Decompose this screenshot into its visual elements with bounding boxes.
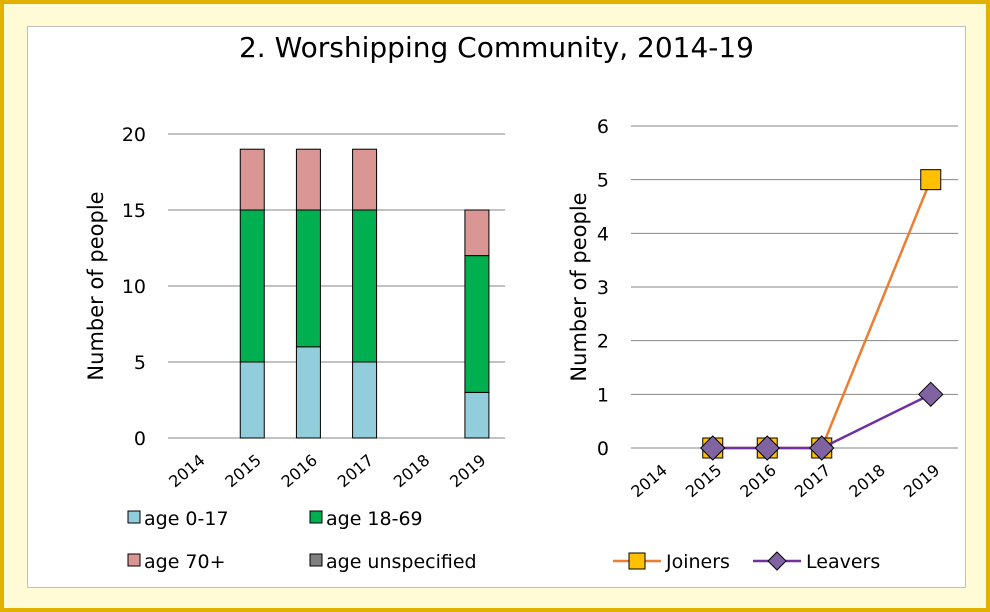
y-tick-label: 10 xyxy=(122,276,146,298)
x-tick-label: 2015 xyxy=(221,451,264,492)
legend-label: age 18-69 xyxy=(326,508,423,530)
x-tick-label: 2015 xyxy=(682,461,725,502)
legend-swatch xyxy=(127,553,141,567)
bar-segment xyxy=(464,255,490,393)
y-tick-label: 4 xyxy=(597,223,609,245)
bar-segment xyxy=(239,148,265,211)
bar-segment xyxy=(464,391,490,439)
x-tick-label: 2017 xyxy=(791,461,834,502)
legend-marker xyxy=(767,551,787,571)
leavers-marker xyxy=(918,381,944,408)
legend-label: age 70+ xyxy=(144,551,226,573)
bar-segment xyxy=(239,209,265,363)
bar-segment xyxy=(352,148,378,211)
y-axis-label: Number of people xyxy=(567,192,591,381)
leavers-marker xyxy=(809,435,835,461)
bar-segment xyxy=(295,209,321,348)
legend-label: Leavers xyxy=(806,551,880,573)
x-tick-label: 2019 xyxy=(446,451,489,492)
y-tick-label: 0 xyxy=(597,438,609,460)
bar-segment xyxy=(352,361,378,439)
age-group-bar-chart: 0 5 10 15 20 Number of people 2014 2015 2016 2017… xyxy=(84,124,505,573)
y-tick-label: 5 xyxy=(597,170,609,192)
x-tick-label: 2018 xyxy=(390,451,433,492)
x-tick-label: 2018 xyxy=(845,461,888,502)
leavers-marker xyxy=(700,435,726,461)
y-tick-label: 0 xyxy=(134,428,146,450)
x-tick-label: 2014 xyxy=(627,461,670,502)
series-line xyxy=(712,393,932,450)
x-tick-label: 2016 xyxy=(278,451,321,492)
leavers-marker xyxy=(754,435,780,461)
legend-label: age 0-17 xyxy=(144,508,229,530)
y-tick-label: 15 xyxy=(122,200,146,222)
y-tick-label: 2 xyxy=(597,331,609,353)
y-axis-label: Number of people xyxy=(84,191,108,380)
y-tick-label: 20 xyxy=(122,124,146,146)
y-tick-label: 5 xyxy=(134,352,146,374)
legend-marker xyxy=(628,552,646,570)
bar-segment xyxy=(352,209,378,363)
bar-segment xyxy=(295,346,321,439)
chart-title: 2. Worshipping Community, 2014-19 xyxy=(238,31,754,64)
bar-segment xyxy=(295,148,321,211)
joiners-marker xyxy=(920,169,942,191)
legend-label: Joiners xyxy=(665,551,730,573)
bar-segment xyxy=(239,361,265,439)
y-tick-label: 6 xyxy=(597,116,609,138)
chart-panel: 2. Worshipping Community, 2014-19 0 5 10 15… xyxy=(27,26,966,588)
legend-label: age unspecified xyxy=(326,551,477,573)
x-tick-label: 2016 xyxy=(736,461,779,502)
x-tick-label: 2014 xyxy=(165,451,208,492)
legend-swatch xyxy=(309,510,323,524)
y-tick-label: 1 xyxy=(597,384,609,406)
y-tick-label: 3 xyxy=(597,277,609,299)
series-line xyxy=(712,179,932,450)
joiners-leavers-line-chart: 0 1 2 3 4 5 6 Number of people 2014 2015 2016 2017 2… xyxy=(567,116,958,573)
legend-swatch xyxy=(309,553,323,567)
bar-segment xyxy=(464,209,490,257)
legend-swatch xyxy=(127,510,141,524)
x-tick-label: 2017 xyxy=(334,451,377,492)
x-tick-label: 2019 xyxy=(900,461,943,502)
